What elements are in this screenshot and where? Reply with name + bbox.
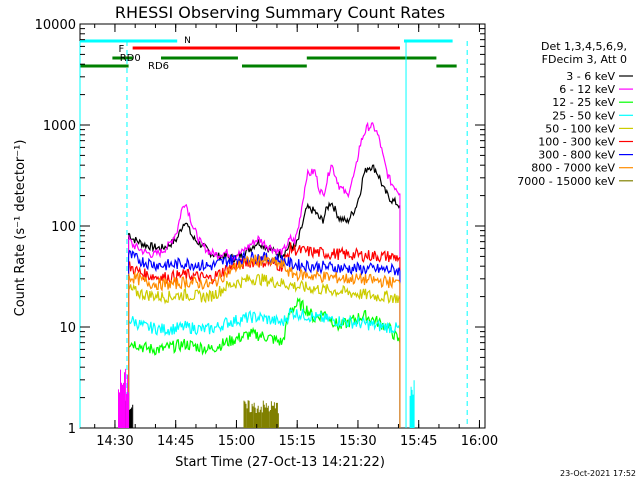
legend-item-label: 300 - 800 keV [538, 149, 615, 162]
x-tick-label: 15:45 [400, 434, 437, 449]
legend-header: Det 1,3,4,5,6,9, [541, 40, 627, 53]
series-line-800-7000-kev [128, 254, 401, 292]
plot-frame [79, 23, 486, 429]
x-axis-label: Start Time (27-Oct-13 14:21:22) [175, 455, 385, 470]
y-tick-label: 1 [68, 422, 76, 437]
legend-item-label: 12 - 25 keV [552, 96, 615, 109]
x-tick-label: 15:00 [218, 434, 255, 449]
axes: 1 10 100 1000 10000 14:30 14:45 15:00 15:15 15:30… [35, 18, 499, 449]
series-line-3-6-kev [128, 164, 401, 264]
legend-item-label: 800 - 7000 keV [531, 162, 615, 175]
series-line-300-800-kev [128, 249, 401, 277]
series-line-100-300-kev [128, 242, 401, 285]
series-line-12-25-kev [128, 297, 401, 356]
flag-label-rd6: RD6 [148, 61, 169, 72]
series-layer [128, 121, 401, 428]
x-tick-label: 14:30 [96, 434, 133, 449]
series-line-25-50-kev [128, 307, 401, 337]
x-tick-label: 15:30 [339, 434, 376, 449]
legend: Det 1,3,4,5,6,9,FDecim 3, Att 0 3 - 6 keV… [517, 40, 633, 188]
legend-item-label: 25 - 50 keV [552, 109, 615, 122]
y-tick-label: 1000 [43, 119, 76, 134]
plot-area [79, 23, 486, 429]
x-tick-label: 16:00 [461, 434, 498, 449]
y-tick-label: 100 [51, 220, 76, 235]
y-tick-label: 10 [59, 321, 76, 336]
y-axis-label: Count Rate (s⁻¹ detector⁻¹) [13, 140, 28, 317]
noise-burst [243, 400, 279, 428]
legend-item-label: 3 - 6 keV [566, 70, 615, 83]
noise-burst [409, 380, 415, 428]
chart-title: RHESSI Observing Summary Count Rates [115, 3, 445, 22]
x-tick-label: 15:15 [278, 434, 315, 449]
y-tick-label: 10000 [35, 18, 76, 33]
series-line-50-100-kev [128, 273, 401, 305]
legend-header: FDecim 3, Att 0 [542, 53, 627, 66]
flag-label-rd0: RD0 [120, 53, 141, 64]
flag-label-n: N [184, 36, 191, 46]
legend-item-label: 50 - 100 keV [545, 122, 615, 135]
footer-date: 23-Oct-2021 17:52 [560, 469, 636, 478]
noise-layer [118, 368, 415, 428]
flag-label-f: F [118, 44, 124, 55]
x-tick-label: 14:45 [157, 434, 194, 449]
legend-item-label: 100 - 300 keV [538, 136, 615, 149]
series-line-6-12-kev [128, 121, 401, 261]
noise-burst [118, 368, 130, 428]
legend-item-label: 7000 - 15000 keV [517, 175, 615, 188]
legend-item-label: 6 - 12 keV [559, 83, 615, 96]
